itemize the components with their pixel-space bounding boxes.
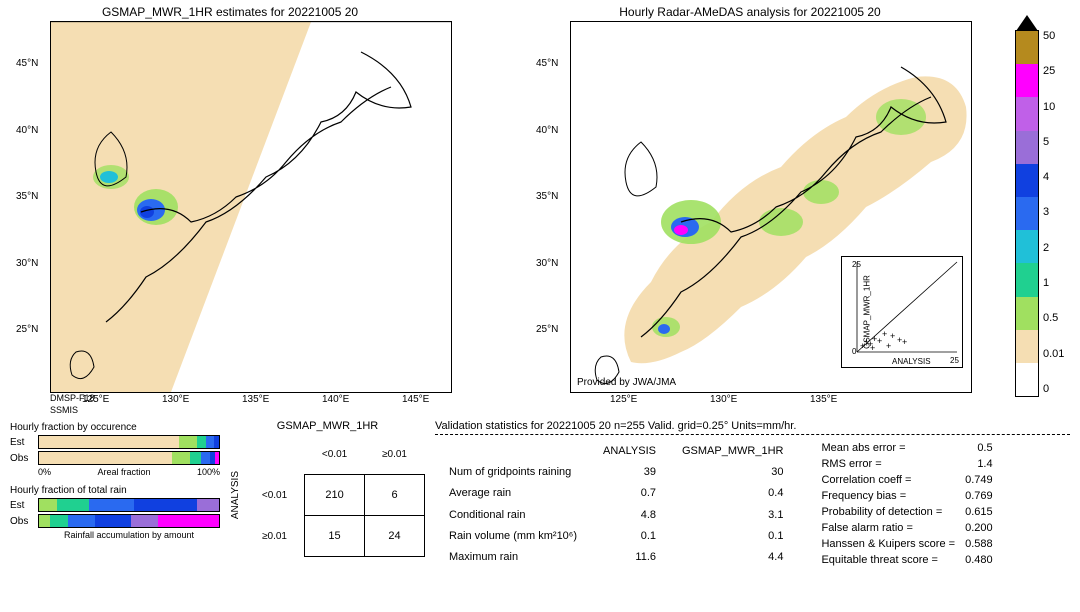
score-table: Mean abs error =0.5RMS error =1.4Correla… — [817, 439, 996, 569]
svg-text:+: + — [890, 331, 895, 341]
conf-col-title: GSMAP_MWR_1HR — [230, 420, 425, 432]
lat-tick: 35°N — [536, 191, 558, 202]
lat-tick: 25°N — [16, 324, 38, 335]
lat-tick: 45°N — [536, 58, 558, 69]
lat-tick: 35°N — [16, 191, 38, 202]
totalrain-footer: Rainfall accumulation by amount — [64, 530, 194, 540]
svg-text:+: + — [886, 341, 891, 351]
conf-colhead-1: ≥0.01 — [365, 434, 425, 475]
left-map-svg — [51, 22, 451, 392]
lat-tick: 45°N — [16, 58, 38, 69]
valcol-1: GSMAP_MWR_1HR — [670, 441, 795, 460]
right-map-title: Hourly Radar-AMeDAS analysis for 2022100… — [530, 5, 970, 19]
validation-table: ANALYSIS GSMAP_MWR_1HR Num of gridpoints… — [435, 439, 797, 569]
svg-text:25: 25 — [852, 260, 861, 269]
svg-text:25: 25 — [950, 356, 959, 365]
occ-axis-right: 100% — [197, 467, 220, 477]
occurrence-title: Hourly fraction by occurence — [10, 422, 220, 433]
valcol-0: ANALYSIS — [591, 441, 668, 460]
right-map-provider: Provided by JWA/JMA — [577, 377, 676, 388]
right-map-panel: Hourly Radar-AMeDAS analysis for 2022100… — [530, 5, 970, 415]
svg-text:+: + — [882, 329, 887, 339]
lat-tick: 40°N — [536, 125, 558, 136]
colorbar: 502510543210.50.010 — [1015, 30, 1070, 395]
scatter-ylabel: GSMAP_MWR_1HR — [862, 275, 871, 349]
svg-text:0: 0 — [852, 347, 857, 356]
lat-tick: 30°N — [536, 258, 558, 269]
lon-tick: 125°E — [610, 394, 637, 405]
svg-text:ANALYSIS: ANALYSIS — [892, 357, 931, 366]
occ-axis-label: Areal fraction — [97, 467, 150, 477]
conf-colhead-0: <0.01 — [305, 434, 365, 475]
occ-axis-left: 0% — [38, 467, 51, 477]
lat-tick: 25°N — [536, 324, 558, 335]
right-map-frame: +++ +++ +++ ++ 25 0 25 ANALYSIS GSMAP_MW… — [570, 21, 972, 393]
validation-stats: Validation statistics for 20221005 20 n=… — [435, 420, 1070, 605]
left-map-foot2: SSMIS — [50, 405, 450, 415]
lon-tick: 145°E — [402, 394, 429, 405]
validation-title: Validation statistics for 20221005 20 n=… — [435, 420, 1070, 432]
confusion-matrix: GSMAP_MWR_1HR ANALYSIS <0.01 ≥0.01 <0.01… — [230, 420, 425, 605]
left-map-title: GSMAP_MWR_1HR estimates for 20221005 20 — [10, 5, 450, 19]
lat-tick: 40°N — [16, 125, 38, 136]
svg-text:+: + — [902, 337, 907, 347]
lon-tick: 135°E — [810, 394, 837, 405]
conf-cell-00: 210 — [305, 475, 365, 516]
conf-row-title: ANALYSIS — [230, 471, 241, 519]
lon-tick: 135°E — [242, 394, 269, 405]
lon-tick: 125°E — [82, 394, 109, 405]
totalrain-title: Hourly fraction of total rain — [10, 485, 220, 496]
fraction-bars: Hourly fraction by occurence EstObs 0% A… — [10, 420, 220, 605]
conf-cell-10: 15 — [305, 516, 365, 557]
conf-cell-11: 24 — [365, 516, 425, 557]
conf-cell-01: 6 — [365, 475, 425, 516]
conf-rowhead-1: ≥0.01 — [245, 516, 305, 557]
left-map-panel: GSMAP_MWR_1HR estimates for 20221005 20 — [10, 5, 450, 415]
lat-tick: 30°N — [16, 258, 38, 269]
lon-tick: 140°E — [322, 394, 349, 405]
left-map-frame — [50, 21, 452, 393]
scatter-inset: +++ +++ +++ ++ 25 0 25 ANALYSIS GSMAP_MW… — [841, 256, 963, 368]
lon-tick: 130°E — [710, 394, 737, 405]
lon-tick: 130°E — [162, 394, 189, 405]
conf-rowhead-0: <0.01 — [245, 475, 305, 516]
